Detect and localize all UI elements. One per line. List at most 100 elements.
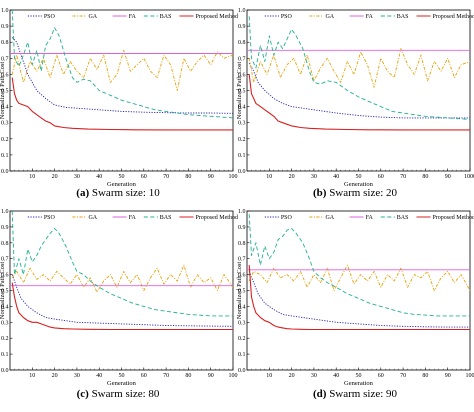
x-tick-label: 60	[378, 373, 384, 379]
legend-label: BAS	[397, 14, 409, 20]
plot-frame	[9, 210, 234, 371]
series-line-bas	[248, 214, 470, 317]
series-line-bas	[11, 9, 234, 119]
caption-text: Swarm size: 20	[326, 187, 397, 199]
x-tick-label: 80	[185, 373, 191, 379]
y-tick-label: 0.1	[238, 153, 246, 159]
chart-panel-4: 0.0 0.1 0.2 0.3 0.4 0.5 0.6 0.7 0.8 0.9 1.0 10 20 30 4…	[236, 209, 474, 400]
y-tick-label: 0.6	[1, 72, 9, 78]
caption-text: Swarm size: 80	[89, 388, 160, 400]
x-tick-label: 80	[422, 174, 428, 180]
y-tick-label: 0.3	[1, 320, 9, 326]
plot-frame	[246, 210, 471, 371]
y-tick-label: 0.6	[1, 273, 9, 279]
x-axis-label: Generation	[344, 380, 374, 387]
legend-label: PSO	[44, 14, 56, 20]
x-tick-label: 30	[311, 373, 317, 379]
series-line-proposed-method	[11, 77, 233, 131]
series-line-bas	[248, 16, 471, 120]
x-tick-label: 100	[229, 174, 238, 180]
y-tick-label: 0.6	[238, 273, 246, 279]
y-tick-label: 0.7	[238, 56, 246, 62]
y-tick-label: 0.5	[238, 89, 246, 95]
y-tick-label: 0.5	[1, 289, 9, 295]
x-tick-label: 40	[333, 373, 339, 379]
y-tick-label: 0.7	[1, 56, 9, 62]
y-tick-label: 1.0	[1, 209, 9, 215]
x-tick-label: 30	[311, 174, 317, 180]
x-tick-label: 20	[52, 373, 58, 379]
chart-panel-2: 0.0 0.1 0.2 0.3 0.4 0.5 0.6 0.7 0.8 0.9 1.0 10 20 30 4…	[236, 8, 474, 199]
x-tick-label: 30	[74, 174, 80, 180]
x-tick-label: 20	[52, 174, 58, 180]
legend-label: FA	[129, 14, 137, 20]
series-line-proposed-method	[11, 282, 233, 331]
legend-label: FA	[366, 215, 374, 221]
chart-panel-3: 0.0 0.1 0.2 0.3 0.4 0.5 0.6 0.7 0.8 0.9 1.0 10 20 30 4…	[0, 209, 238, 400]
y-tick-label: 0.2	[1, 336, 9, 342]
y-tick-label: 1.0	[238, 209, 246, 215]
y-tick-label: 0.6	[238, 72, 246, 78]
legend-label: Proposed Method	[195, 215, 238, 221]
x-axis-label: Generation	[107, 380, 137, 387]
y-tick-label: 0.7	[238, 257, 246, 263]
legend-label: BAS	[160, 215, 172, 221]
legend-label: GA	[88, 14, 97, 20]
x-tick-label: 10	[29, 373, 35, 379]
x-tick-label: 80	[422, 373, 428, 379]
x-tick-label: 70	[400, 373, 406, 379]
y-tick-label: 0.9	[238, 24, 246, 30]
series-line-proposed-method	[248, 265, 470, 331]
y-tick-label: 0.4	[238, 304, 246, 310]
x-tick-label: 100	[229, 373, 238, 379]
x-tick-label: 90	[445, 174, 451, 180]
x-tick-label: 40	[96, 373, 102, 379]
x-tick-label: 90	[208, 174, 214, 180]
x-tick-label: 60	[141, 174, 147, 180]
y-tick-label: 0.3	[238, 121, 246, 127]
y-tick-label: 0.9	[1, 225, 9, 231]
legend-label: PSO	[44, 215, 56, 221]
caption-label: (c)	[77, 388, 90, 400]
x-tick-label: 60	[378, 174, 384, 180]
x-tick-label: 50	[119, 174, 125, 180]
y-tick-label: 1.0	[238, 8, 246, 14]
legend-label: PSO	[281, 14, 293, 20]
x-tick-label: 80	[185, 174, 191, 180]
y-tick-label: 0.1	[1, 352, 9, 358]
y-tick-label: 0.7	[1, 257, 9, 263]
y-tick-label: 0.0	[1, 368, 9, 374]
legend-label: GA	[325, 14, 334, 20]
panel-caption: (b) Swarm size: 20	[313, 187, 398, 199]
series-line-ga	[11, 49, 234, 91]
legend-label: FA	[366, 14, 374, 20]
legend-label: FA	[129, 215, 137, 221]
y-tick-label: 0.2	[1, 137, 9, 143]
y-axis-label: Normalized Path Cost	[0, 62, 6, 120]
y-tick-label: 0.3	[1, 121, 9, 127]
y-tick-label: 0.3	[238, 320, 246, 326]
plot-frame	[246, 9, 471, 172]
x-tick-label: 10	[266, 174, 272, 180]
caption-text: Swarm size: 10	[89, 187, 160, 199]
x-tick-label: 70	[163, 174, 169, 180]
x-tick-label: 70	[163, 373, 169, 379]
x-tick-label: 50	[356, 373, 362, 379]
legend-label: BAS	[397, 215, 409, 221]
caption-label: (a)	[76, 187, 89, 199]
legend-label: GA	[325, 215, 334, 221]
legend-label: BAS	[160, 14, 172, 20]
x-tick-label: 40	[96, 174, 102, 180]
x-tick-label: 90	[445, 373, 451, 379]
x-tick-label: 30	[74, 373, 80, 379]
y-tick-label: 0.2	[238, 336, 246, 342]
y-tick-label: 0.5	[238, 289, 246, 295]
series-line-ga	[248, 48, 471, 88]
panel-caption: (d) Swarm size: 90	[313, 388, 398, 400]
legend-label: Proposed Method	[432, 215, 474, 221]
y-axis-label: Normalized Path Cost	[236, 262, 243, 320]
x-axis-label: Generation	[344, 181, 374, 188]
y-tick-label: 0.9	[1, 24, 9, 30]
y-axis-label: Normalized Path Cost	[236, 62, 243, 120]
